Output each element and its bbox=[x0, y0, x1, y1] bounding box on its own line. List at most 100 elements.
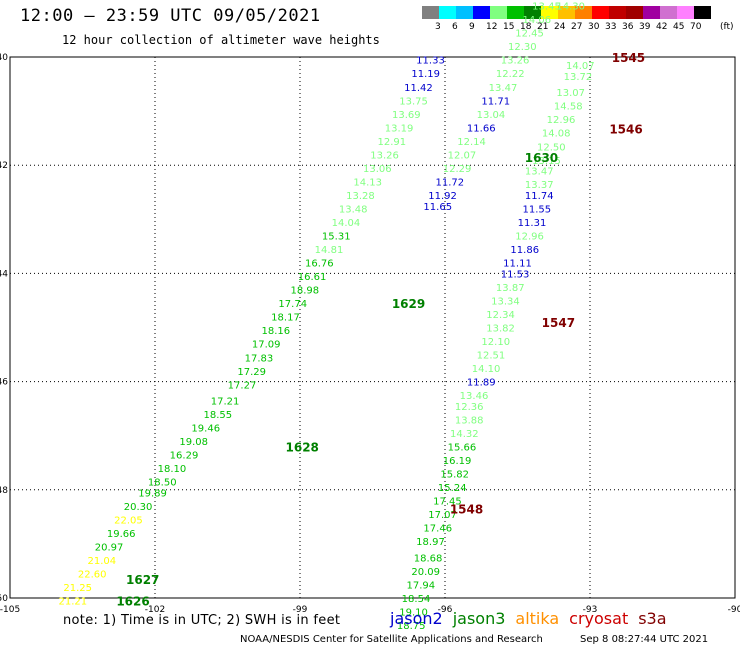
wave-height-value: 19.08 bbox=[179, 437, 208, 448]
wave-height-value: 13.48 bbox=[339, 204, 368, 215]
chart-title: 12:00 – 23:59 UTC 09/05/2021 bbox=[20, 6, 321, 26]
wave-height-value: 18.54 bbox=[402, 594, 431, 605]
wave-height-value: 13.15 bbox=[532, 156, 561, 167]
wave-height-value: 12.91 bbox=[378, 137, 407, 148]
wave-height-value: 13.72 bbox=[564, 72, 593, 83]
wave-height-value: 12.34 bbox=[486, 310, 515, 321]
wave-height-value: 11.11 bbox=[503, 259, 532, 270]
mission-cryosat: cryosat bbox=[569, 609, 629, 628]
wave-height-value: 11.31 bbox=[518, 218, 547, 229]
wave-height-value: 17.74 bbox=[278, 299, 307, 310]
x-tick-label: -93 bbox=[583, 605, 598, 615]
wave-height-value: 11.33 bbox=[416, 56, 445, 67]
wave-height-value: 18.98 bbox=[291, 286, 320, 297]
legend-label: 6 bbox=[452, 22, 458, 32]
wave-height-value: 17.94 bbox=[407, 580, 436, 591]
wave-height-value: 17.83 bbox=[245, 353, 274, 364]
chart-subtitle: 12 hour collection of altimeter wave hei… bbox=[62, 33, 380, 47]
wave-height-value: 14.58 bbox=[554, 102, 583, 113]
wave-height-value: 14.81 bbox=[315, 245, 344, 256]
wave-height-value: 13.46 bbox=[460, 391, 489, 402]
legend-label: 21 bbox=[537, 22, 549, 32]
wave-height-value: 16.61 bbox=[298, 272, 327, 283]
wave-height-value: 13.82 bbox=[486, 324, 515, 335]
wave-height-value: 11.72 bbox=[436, 177, 465, 188]
credit-text: NOAA/NESDIS Center for Satellite Applica… bbox=[240, 634, 543, 645]
legend-label: 39 bbox=[639, 22, 651, 32]
wave-height-value: 12.10 bbox=[481, 337, 510, 348]
wave-height-value: 13.47 bbox=[489, 83, 518, 94]
legend-swatch bbox=[507, 6, 524, 19]
legend-swatch bbox=[643, 6, 660, 19]
pass-time-label: 1626 bbox=[116, 595, 149, 609]
wave-height-value: 17.21 bbox=[211, 397, 240, 408]
wave-height-value: 13.26 bbox=[370, 150, 399, 161]
wave-height-value: 13.04 bbox=[477, 110, 506, 121]
legend-swatch bbox=[677, 6, 694, 19]
legend-swatch bbox=[439, 6, 456, 19]
wave-height-value: 13.34 bbox=[491, 296, 520, 307]
legend-swatch bbox=[575, 6, 592, 19]
pass-time-label: 1628 bbox=[286, 441, 319, 455]
wave-height-value: 12.96 bbox=[515, 232, 544, 243]
wave-height-value: 13.26 bbox=[501, 56, 530, 67]
wave-height-value: 11.66 bbox=[467, 123, 496, 134]
legend-swatch bbox=[609, 6, 626, 19]
pass-time-label: 1629 bbox=[392, 297, 425, 311]
legend-label: 42 bbox=[656, 22, 668, 32]
wave-height-value: 12.51 bbox=[477, 351, 506, 362]
wave-height-value: 16.29 bbox=[170, 451, 199, 462]
wave-height-value: 17.09 bbox=[252, 340, 281, 351]
wave-height-value: 13.07 bbox=[556, 88, 585, 99]
legend-label: 24 bbox=[554, 22, 566, 32]
y-tick-label: -42 bbox=[0, 161, 8, 171]
wave-height-value: 11.71 bbox=[481, 96, 510, 107]
legend-swatch bbox=[541, 6, 558, 19]
legend-swatch bbox=[456, 6, 473, 19]
wave-height-value: 19.46 bbox=[191, 424, 220, 435]
wave-height-value: 22.60 bbox=[78, 570, 107, 581]
wave-height-value: 15.66 bbox=[448, 443, 477, 454]
x-tick-label: -99 bbox=[293, 605, 308, 615]
wave-height-value: 14.07 bbox=[566, 61, 595, 72]
legend-label: 33 bbox=[605, 22, 617, 32]
wave-height-value: 14.06 bbox=[523, 15, 552, 26]
y-tick-label: -40 bbox=[0, 53, 8, 63]
wave-height-value: 18.10 bbox=[158, 464, 187, 475]
wave-height-value: 16.19 bbox=[443, 456, 472, 467]
wave-height-value: 11.65 bbox=[423, 202, 452, 213]
wave-height-value: 13.28 bbox=[346, 191, 375, 202]
legend-swatch bbox=[558, 6, 575, 19]
y-tick-label: -50 bbox=[0, 594, 8, 604]
wave-height-value: 18.16 bbox=[262, 326, 291, 337]
wave-height-value: 17.46 bbox=[423, 524, 452, 535]
x-tick-label: -90 bbox=[728, 605, 740, 615]
mission-jason2: jason2 bbox=[390, 609, 443, 628]
y-tick-label: -48 bbox=[0, 486, 8, 496]
wave-height-value: 12.29 bbox=[443, 164, 472, 175]
mission-jason3: jason3 bbox=[452, 609, 506, 628]
wave-height-value: 15.31 bbox=[322, 232, 351, 243]
legend-swatch bbox=[660, 6, 677, 19]
wave-height-value: 18.75 bbox=[397, 621, 426, 632]
legend-swatch bbox=[490, 6, 507, 19]
wave-height-value: 14.04 bbox=[332, 218, 361, 229]
wave-height-value: 19.10 bbox=[399, 608, 428, 619]
pass-time-label: 1630 bbox=[525, 151, 558, 165]
wave-height-value: 19.89 bbox=[138, 489, 167, 500]
wave-height-value: 14.13 bbox=[353, 177, 382, 188]
note-text: note: 1) Time is in UTC; 2) SWH is in fe… bbox=[63, 613, 341, 628]
wave-height-value: 19.66 bbox=[107, 529, 136, 540]
wave-height-value: 13.69 bbox=[392, 110, 421, 121]
wave-height-value: 15.82 bbox=[440, 470, 469, 481]
wave-height-value: 12.14 bbox=[457, 137, 486, 148]
mission-legend: jason2 jason3 altika cryosat s3a bbox=[390, 609, 677, 628]
legend-label: 15 bbox=[503, 22, 515, 32]
legend-label: 12 bbox=[486, 22, 498, 32]
legend-swatch bbox=[422, 6, 439, 19]
legend-label: 30 bbox=[588, 22, 600, 32]
pass-time-label: 1546 bbox=[609, 122, 642, 136]
wave-height-value: 13.45 bbox=[532, 2, 561, 13]
plot-frame bbox=[9, 56, 736, 599]
